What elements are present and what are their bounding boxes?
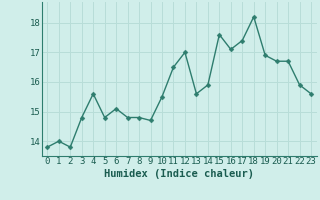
X-axis label: Humidex (Indice chaleur): Humidex (Indice chaleur) — [104, 169, 254, 179]
